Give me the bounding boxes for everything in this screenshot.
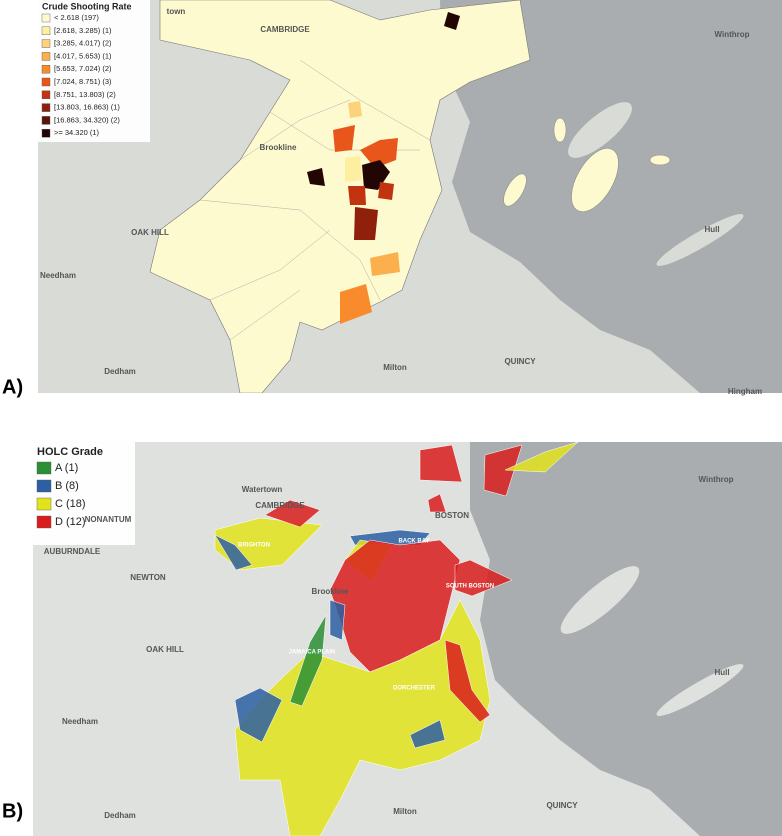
legend-swatch — [41, 39, 51, 48]
legend-label: [16.863, 34.320) (2) — [54, 115, 120, 124]
panel-label: B) — [2, 800, 23, 822]
place-label: SOUTH BOSTON — [446, 584, 494, 590]
map-a — [38, 0, 782, 393]
place-label: JAMAICA PLAIN — [289, 650, 336, 656]
place-label: BOSTON — [435, 511, 469, 520]
place-label: QUINCY — [504, 357, 536, 366]
legend-label: A (1) — [55, 462, 78, 474]
place-label: Needham — [62, 717, 98, 726]
place-label: Dedham — [104, 367, 136, 376]
place-label: Winthrop — [698, 475, 733, 484]
legend-label: >= 34.320 (1) — [54, 128, 100, 137]
legend-label: < 2.618 (197) — [54, 13, 99, 22]
legend-label: [5.653, 7.024) (2) — [54, 64, 112, 73]
legend-swatch — [41, 13, 51, 23]
legends: Crude Shooting Rate < 2.618 (197) [2.618, … — [33, 0, 150, 545]
place-label: CAMBRIDGE — [255, 501, 305, 510]
legend-label: [3.285, 4.017) (2) — [54, 39, 112, 48]
place-label: BACK BAY — [398, 539, 429, 545]
legend-swatch — [41, 90, 51, 100]
place-label: Dedham — [104, 811, 136, 820]
legend-swatch — [36, 461, 52, 475]
legend-label: C (18) — [55, 498, 86, 510]
legend-title: Crude Shooting Rate — [42, 1, 132, 11]
place-label: Winthrop — [714, 30, 749, 39]
panel-label: A) — [2, 376, 23, 398]
place-label: Hull — [704, 225, 719, 234]
legend-label: B (8) — [55, 480, 79, 492]
legend-label: [2.618, 3.285) (1) — [54, 26, 112, 35]
legend-label: [4.017, 5.653) (1) — [54, 51, 112, 60]
place-labels: CAMBRIDGE Winthrop Brookline OAK HILL Needha… — [40, 7, 762, 820]
legend-swatch — [36, 515, 52, 529]
legend-swatch — [41, 77, 51, 87]
place-label: Hull — [714, 668, 729, 677]
place-label: NEWTON — [130, 573, 166, 582]
place-label: QUINCY — [546, 801, 578, 810]
place-label: Brookline — [312, 587, 349, 596]
legend-swatch — [41, 128, 51, 138]
place-label: BRIGHTON — [238, 543, 270, 549]
place-label: OAK HILL — [131, 228, 169, 237]
legend-swatch — [41, 116, 51, 125]
place-label: town — [167, 7, 186, 16]
map-b — [33, 442, 782, 836]
legend-swatch — [41, 52, 51, 61]
legend-swatch — [36, 479, 52, 493]
place-label: Hingham — [728, 387, 762, 396]
place-label: AUBURNDALE — [44, 547, 101, 556]
place-label: Needham — [40, 271, 76, 280]
legend-swatch — [41, 26, 51, 35]
place-label: Watertown — [242, 485, 283, 494]
legend-label: [13.803, 16.863) (1) — [54, 103, 120, 112]
legend-title: HOLC Grade — [37, 446, 103, 458]
legend-label: D (12) — [55, 516, 86, 528]
legend-label: [8.751, 13.803) (2) — [54, 90, 116, 99]
place-label: DORCHESTER — [393, 686, 436, 692]
place-label: OAK HILL — [146, 645, 184, 654]
place-label: Milton — [383, 363, 407, 372]
place-label: CAMBRIDGE — [260, 25, 310, 34]
legend-swatch — [41, 64, 51, 74]
place-label: Milton — [393, 807, 417, 816]
legend-swatch — [41, 103, 51, 112]
place-label: Brookline — [260, 143, 297, 152]
legend-box — [38, 0, 150, 142]
legend-label: [7.024, 8.751) (3) — [54, 77, 112, 86]
legend-swatch — [36, 497, 52, 511]
place-label: NONANTUM — [85, 515, 132, 524]
